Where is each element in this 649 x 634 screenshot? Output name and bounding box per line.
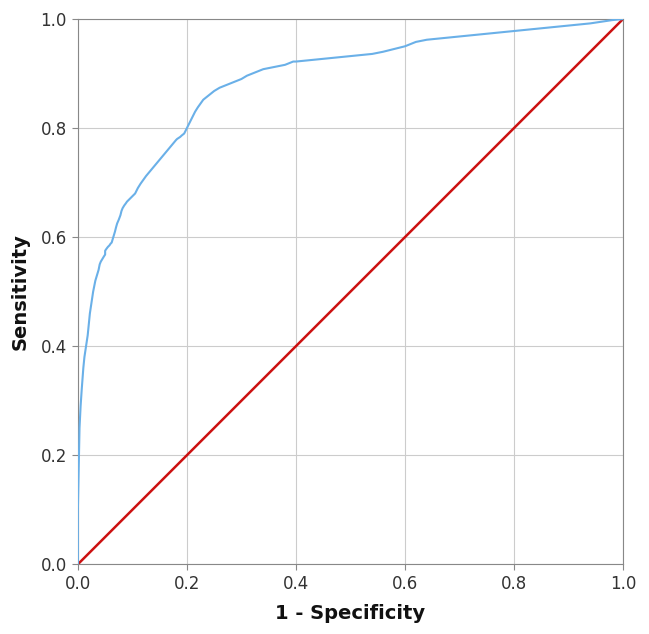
X-axis label: 1 - Specificity: 1 - Specificity <box>275 604 426 623</box>
Y-axis label: Sensitivity: Sensitivity <box>10 233 29 350</box>
